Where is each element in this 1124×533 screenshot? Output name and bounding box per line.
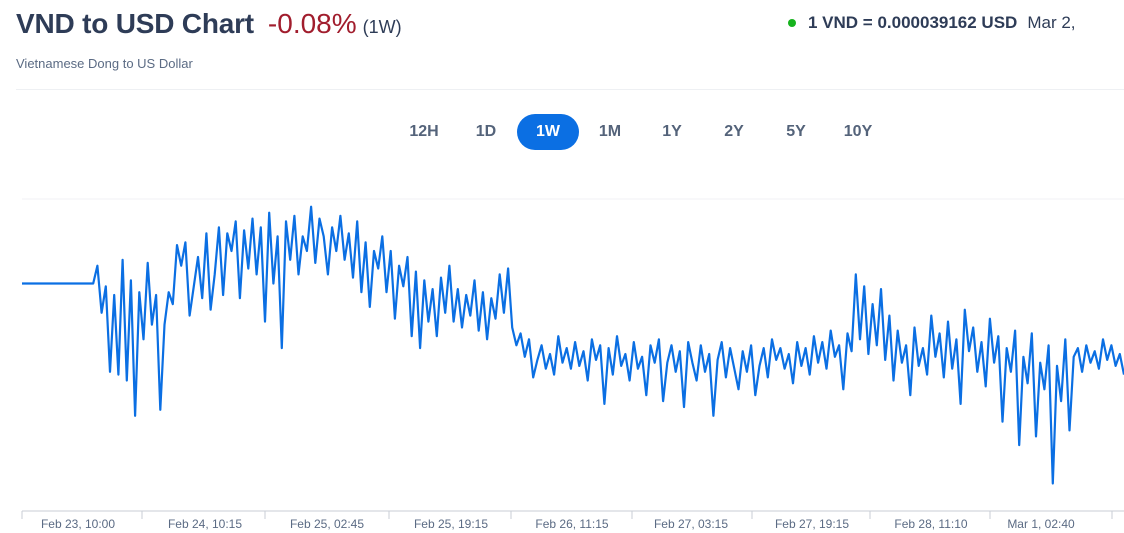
range-tabs: 12H 1D 1W 1M 1Y 2Y 5Y 10Y xyxy=(393,114,889,150)
range-tab-2y[interactable]: 2Y xyxy=(703,114,765,150)
period-label: (1W) xyxy=(362,17,402,37)
x-tick-label: Feb 24, 10:15 xyxy=(168,517,242,531)
x-tick-label: Feb 28, 11:10 xyxy=(894,517,967,531)
x-tick-label: Mar 1, 02:40 xyxy=(1007,517,1075,531)
x-tick-label: Feb 26, 11:15 xyxy=(535,517,608,531)
x-tick-label: Feb 27, 19:15 xyxy=(775,517,849,531)
x-tick-label: Feb 25, 02:45 xyxy=(290,517,364,531)
x-tick-label: Feb 23, 10:00 xyxy=(41,517,115,531)
percent-change: -0.08% xyxy=(267,8,357,39)
rate-date: Mar 2, xyxy=(1027,13,1076,32)
x-tick-label: Feb 25, 19:15 xyxy=(414,517,488,531)
chart-header: VND to USD Chart -0.08% (1W) Vietnamese … xyxy=(16,8,1124,88)
title-row: VND to USD Chart -0.08% (1W) xyxy=(16,8,1124,40)
range-tab-1d[interactable]: 1D xyxy=(455,114,517,150)
range-tab-5y[interactable]: 5Y xyxy=(765,114,827,150)
live-status-dot-icon xyxy=(788,19,796,27)
range-tab-10y[interactable]: 10Y xyxy=(827,114,889,150)
range-tab-1y[interactable]: 1Y xyxy=(641,114,703,150)
page-title: VND to USD Chart xyxy=(16,8,254,39)
range-tab-1m[interactable]: 1M xyxy=(579,114,641,150)
live-rate: 1 VND = 0.000039162 USD Mar 2, xyxy=(788,13,1076,33)
page-subtitle: Vietnamese Dong to US Dollar xyxy=(16,56,193,71)
series-line xyxy=(22,205,1124,485)
rate-value: 1 VND = 0.000039162 USD xyxy=(808,13,1018,32)
range-tab-12h[interactable]: 12H xyxy=(393,114,455,150)
x-tick-label: Feb 27, 03:15 xyxy=(654,517,728,531)
range-tab-1w[interactable]: 1W xyxy=(517,114,579,150)
header-divider xyxy=(16,89,1124,90)
line-chart: Feb 23, 10:00 Feb 24, 10:15 Feb 25, 02:45 F… xyxy=(21,198,1124,531)
